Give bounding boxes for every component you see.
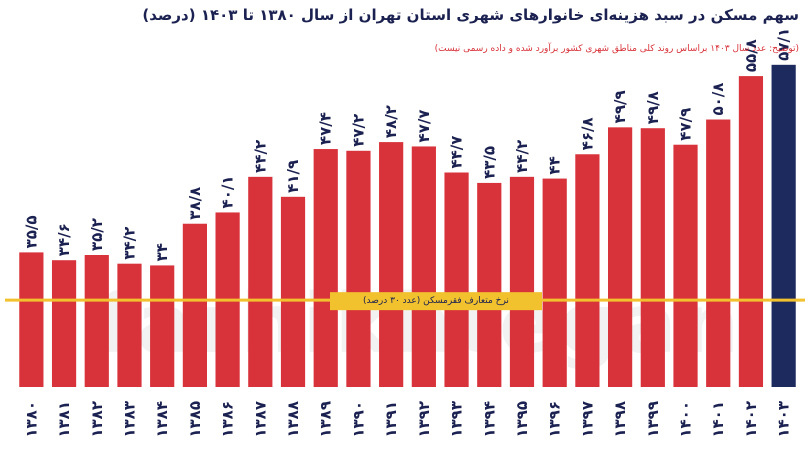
x-tick-label-10: ۱۳۹۰ (349, 401, 367, 438)
bar-3 (117, 263, 142, 387)
x-tick-label-2: ۱۳۸۲ (88, 401, 106, 438)
x-tick-label-4: ۱۳۸۴ (153, 401, 171, 438)
bar-15 (509, 176, 535, 387)
x-tick-label-6: ۱۳۸۶ (219, 401, 237, 438)
chart-title: سهم مسکن در سبد هزینه‌ای خانوارهای شهری … (142, 6, 799, 24)
value-label-21: ۵۰/۸ (709, 83, 727, 116)
bar-16 (542, 178, 567, 387)
value-label-12: ۴۷/۷ (415, 109, 433, 142)
value-label-8: ۴۱/۹ (284, 160, 302, 193)
x-tick-label-11: ۱۳۹۱ (382, 401, 400, 438)
value-label-14: ۴۳/۵ (480, 146, 498, 179)
x-tick-label-21: ۱۴۰۱ (709, 401, 727, 438)
x-tick-label-9: ۱۳۸۹ (317, 401, 335, 438)
value-label-10: ۴۷/۲ (349, 114, 367, 147)
value-label-5: ۳۸/۸ (186, 187, 204, 220)
value-label-7: ۴۴/۲ (251, 140, 269, 173)
bar-2 (84, 255, 109, 387)
x-tick-label-0: ۱۳۸۰ (22, 401, 40, 438)
x-tick-label-20: ۱۴۰۰ (677, 401, 695, 438)
bar-5 (182, 223, 207, 387)
value-label-15: ۴۴/۲ (513, 140, 531, 173)
value-label-2: ۳۵/۲ (88, 218, 106, 251)
bar-8 (280, 196, 306, 387)
value-label-0: ۳۵/۵ (22, 215, 40, 248)
bar-7 (248, 176, 273, 387)
bar-22 (738, 76, 764, 388)
reference-label-box (330, 292, 542, 311)
value-label-16: ۴۴ (546, 156, 564, 174)
bar-13 (444, 172, 469, 387)
x-tick-label-22: ۱۴۰۲ (742, 401, 760, 438)
x-tick-label-13: ۱۳۹۳ (448, 401, 466, 438)
chart-subtitle: (توضیح: عدد سال ۱۴۰۳ براساس روند کلی منا… (434, 44, 799, 54)
value-label-19: ۴۹/۸ (644, 91, 662, 124)
bar-9 (313, 149, 338, 387)
bar-20 (673, 144, 698, 387)
bar-0 (19, 252, 44, 387)
x-tick-label-17: ۱۳۹۷ (578, 401, 596, 438)
value-label-18: ۴۹/۹ (611, 90, 629, 123)
bar-21 (706, 119, 731, 388)
bar-19 (640, 128, 665, 388)
value-label-23: ۵۷/۱ (775, 28, 793, 61)
x-tick-label-14: ۱۳۹۴ (480, 401, 498, 438)
x-tick-label-1: ۱۳۸۱ (55, 401, 73, 438)
value-label-4: ۳۴ (153, 243, 171, 261)
bar-18 (608, 127, 633, 387)
value-label-3: ۳۴/۲ (120, 227, 138, 260)
x-tick-label-16: ۱۳۹۶ (546, 401, 564, 438)
x-tick-label-15: ۱۳۹۵ (513, 401, 531, 438)
value-label-9: ۴۷/۴ (317, 112, 335, 145)
bar-12 (411, 146, 436, 387)
value-label-22: ۵۵/۸ (742, 39, 760, 72)
x-tick-label-12: ۱۳۹۲ (415, 401, 433, 438)
value-label-1: ۳۴/۶ (55, 223, 73, 256)
x-tick-label-7: ۱۳۸۷ (251, 401, 269, 438)
value-label-13: ۴۴/۷ (448, 136, 466, 169)
bar-1 (51, 260, 77, 387)
bars (19, 64, 796, 388)
reference-line-label: نرخ متعارف فقرمسکن (عدد ۳۰ درصد) (363, 296, 509, 306)
x-tick-label-18: ۱۳۹۸ (611, 401, 629, 438)
x-tick-label-23: ۱۴۰۳ (775, 401, 793, 438)
bar-17 (575, 154, 600, 387)
bar-4 (150, 265, 175, 387)
reference-line-group: نرخ متعارف فقرمسکن (عدد ۳۰ درصد) (5, 292, 805, 311)
value-label-20: ۴۷/۹ (677, 108, 695, 141)
x-tick-label-5: ۱۳۸۵ (186, 401, 204, 438)
x-tick-label-8: ۱۳۸۸ (284, 401, 302, 438)
x-tick-label-19: ۱۳۹۹ (644, 401, 662, 438)
x-tick-labels: ۱۳۸۰ ۱۳۸۱ ۱۳۸۲ ۱۳۸۳ ۱۳۸۴ ۱۳۸۵ ۱۳۸۶ ۱۳۸۷ ۱۳۸۸ ۱۳۸۹… (22, 401, 792, 438)
value-label-11: ۴۸/۲ (382, 105, 400, 138)
bar-10 (346, 150, 371, 387)
bar-14 (477, 182, 502, 387)
bar-11 (379, 142, 404, 387)
value-label-17: ۴۶/۸ (578, 117, 596, 150)
value-labels: ۳۵/۵ ۳۴/۶ ۳۵/۲ ۳۴/۲ ۳۴ ۳۸/۸ ۴۰/۱ ۴۴/۲ ۴۱/۹ ۴۷/۴ ۴۷… (22, 28, 792, 262)
bar-23 (771, 64, 796, 387)
value-label-6: ۴۰/۱ (219, 175, 237, 208)
x-tick-label-3: ۱۳۸۳ (120, 401, 138, 438)
